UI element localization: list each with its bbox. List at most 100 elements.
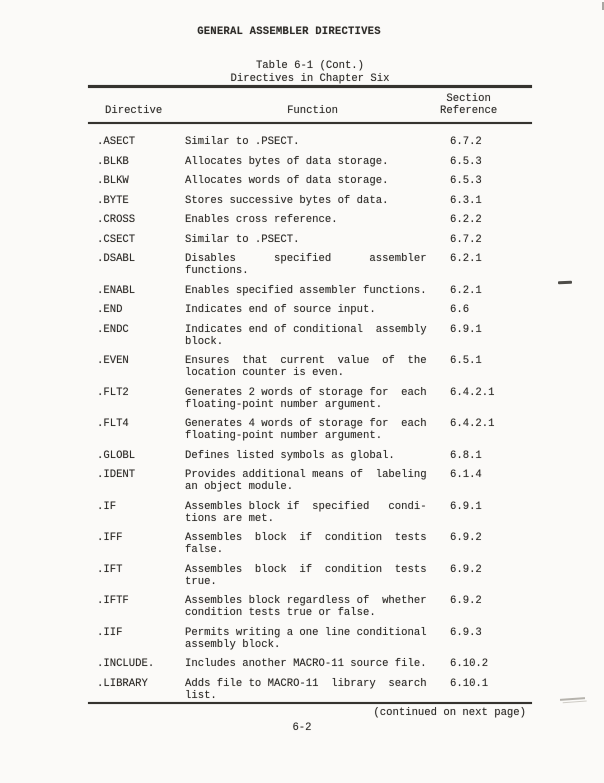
row-section: 6.7.2 bbox=[450, 136, 482, 148]
row-function: Assembles block if specified condi- tion… bbox=[185, 500, 427, 525]
row-section: 6.6 bbox=[450, 304, 470, 316]
row-section: 6.9.3 bbox=[450, 626, 482, 639]
table-row: .END Indicates end of source input. 6.6 bbox=[88, 304, 532, 316]
row-function: Assembles block if condition tests true. bbox=[185, 563, 427, 588]
row-section: 6.4.2.1 bbox=[450, 418, 495, 430]
row-function: Enables specified assembler functions. bbox=[185, 284, 427, 297]
row-section: 6.2.1 bbox=[450, 284, 482, 297]
table-caption-line2: Directives in Chapter Six bbox=[230, 72, 390, 85]
row-function: Provides additional means of labeling an… bbox=[185, 469, 427, 493]
row-directive: .FLT2 bbox=[97, 386, 129, 399]
row-section: 6.7.2 bbox=[450, 233, 482, 246]
row-function: Adds file to MACRO-11 library search lis… bbox=[185, 677, 427, 702]
row-directive: .ENDC bbox=[97, 323, 129, 336]
column-header-directive: Directive bbox=[105, 105, 163, 117]
row-section: 6.8.1 bbox=[450, 449, 482, 462]
row-function: Includes another MACRO-11 source file. bbox=[185, 658, 427, 670]
row-function: Defines listed symbols as global. bbox=[185, 449, 395, 462]
row-section: 6.2.1 bbox=[450, 253, 482, 265]
table-row: .BLKW Allocates words of data storage. 6… bbox=[88, 175, 532, 187]
row-function: Enables cross reference. bbox=[185, 214, 338, 226]
row-directive: .LIBRARY bbox=[97, 677, 148, 690]
table-row: .IDENT Provides additional means of labe… bbox=[88, 469, 532, 493]
table-header-rule bbox=[88, 122, 532, 124]
row-function: Similar to .PSECT. bbox=[185, 233, 300, 246]
table-row: .IF Assembles block if specified condi- … bbox=[88, 501, 532, 525]
table-row: .EVEN Ensures that current value of the … bbox=[88, 355, 532, 379]
row-function: Similar to .PSECT. bbox=[185, 136, 300, 148]
row-function: Allocates words of data storage. bbox=[185, 175, 389, 187]
column-header-section-reference: Section Reference bbox=[440, 93, 498, 117]
table-row: .ENABL Enables specified assembler funct… bbox=[88, 285, 532, 297]
page-title: GENERAL ASSEMBLER DIRECTIVES bbox=[197, 26, 381, 38]
row-directive: .IF bbox=[97, 500, 117, 513]
table-row: .FLT4 Generates 4 words of storage for e… bbox=[88, 418, 532, 442]
table-row: .FLT2 Generates 2 words of storage for e… bbox=[88, 387, 532, 411]
table-row: .IIF Permits writing a one line conditio… bbox=[88, 627, 532, 651]
row-directive: .INCLUDE. bbox=[97, 658, 155, 670]
table-row: .LIBRARY Adds file to MACRO-11 library s… bbox=[88, 678, 532, 702]
row-section: 6.5.1 bbox=[450, 355, 482, 367]
row-section: 6.9.1 bbox=[450, 323, 482, 336]
row-directive: .EVEN bbox=[97, 355, 129, 367]
row-directive: .GLOBL bbox=[97, 449, 136, 462]
table-header-row: Directive Function Section Reference bbox=[88, 93, 532, 117]
scan-artifact-edge-tick bbox=[602, 2, 604, 10]
row-function: Ensures that current value of the locati… bbox=[185, 355, 427, 379]
row-function: Assembles block if condition tests false… bbox=[185, 532, 427, 556]
row-directive: .IFTF bbox=[97, 595, 129, 607]
row-directive: .CROSS bbox=[97, 214, 136, 226]
row-section: 6.9.2 bbox=[450, 563, 482, 576]
table-top-rule bbox=[88, 85, 532, 88]
table-row: .ASECT Similar to .PSECT. 6.7.2 bbox=[88, 136, 532, 148]
scan-artifact-scribble bbox=[559, 697, 586, 701]
row-directive: .FLT4 bbox=[97, 418, 129, 430]
row-directive: .BLKW bbox=[97, 175, 129, 187]
row-directive: .IIF bbox=[97, 626, 123, 639]
table-row: .IFTF Assembles block regardless of whet… bbox=[88, 595, 532, 619]
row-function: Generates 4 words of storage for each fl… bbox=[185, 418, 427, 442]
row-section: 6.9.2 bbox=[450, 532, 482, 544]
table-caption: Table 6-1 (Cont.) Directives in Chapter … bbox=[88, 60, 532, 85]
row-section: 6.10.2 bbox=[450, 658, 489, 670]
row-section: 6.4.2.1 bbox=[450, 386, 495, 399]
row-function: Indicates end of conditional assembly bl… bbox=[185, 323, 427, 348]
table-row: .BLKB Allocates bytes of data storage. 6… bbox=[88, 156, 532, 168]
row-function: Stores successive bytes of data. bbox=[185, 194, 389, 207]
row-function: Assembles block regardless of whether co… bbox=[185, 595, 427, 619]
table-row: .IFT Assembles block if condition tests … bbox=[88, 564, 532, 588]
row-section: 6.10.1 bbox=[450, 677, 489, 690]
row-directive: .CSECT bbox=[97, 233, 136, 246]
row-section: 6.9.1 bbox=[450, 500, 482, 513]
row-directive: .IFT bbox=[97, 563, 123, 576]
row-function: Indicates end of source input. bbox=[185, 304, 376, 316]
table-row: .CROSS Enables cross reference. 6.2.2 bbox=[88, 214, 532, 226]
table-row: .GLOBL Defines listed symbols as global.… bbox=[88, 450, 532, 462]
row-section: 6.5.3 bbox=[450, 175, 482, 187]
row-directive: .IFF bbox=[97, 532, 123, 544]
table-row: .ENDC Indicates end of conditional assem… bbox=[88, 324, 532, 348]
row-section: 6.1.4 bbox=[450, 469, 482, 481]
row-directive: .IDENT bbox=[97, 469, 136, 481]
table-row: .IFF Assembles block if condition tests … bbox=[88, 532, 532, 556]
table-caption-line1: Table 6-1 (Cont.) bbox=[255, 60, 365, 72]
row-directive: .END bbox=[97, 304, 123, 316]
table-row: .CSECT Similar to .PSECT. 6.7.2 bbox=[88, 234, 532, 246]
row-section: 6.3.1 bbox=[450, 194, 482, 207]
column-header-function: Function bbox=[287, 105, 338, 117]
row-function: Allocates bytes of data storage. bbox=[185, 155, 389, 168]
row-section: 6.2.2 bbox=[450, 214, 482, 226]
row-directive: .BYTE bbox=[97, 194, 129, 207]
continued-note: (continued on next page) bbox=[373, 706, 526, 719]
table-bottom-rule bbox=[88, 701, 532, 704]
table-container: Table 6-1 (Cont.) Directives in Chapter … bbox=[88, 0, 532, 719]
row-function: Permits writing a one line conditional a… bbox=[185, 626, 427, 651]
row-section: 6.9.2 bbox=[450, 595, 482, 607]
table-rows: .ASECT Similar to .PSECT. 6.7.2 .BLKB Al… bbox=[88, 136, 532, 702]
row-directive: .ASECT bbox=[97, 136, 136, 148]
row-directive: .BLKB bbox=[97, 155, 129, 168]
row-section: 6.5.3 bbox=[450, 155, 482, 168]
row-function: Disables specified assembler functions. bbox=[185, 253, 427, 277]
table-row: .BYTE Stores successive bytes of data. 6… bbox=[88, 195, 532, 207]
